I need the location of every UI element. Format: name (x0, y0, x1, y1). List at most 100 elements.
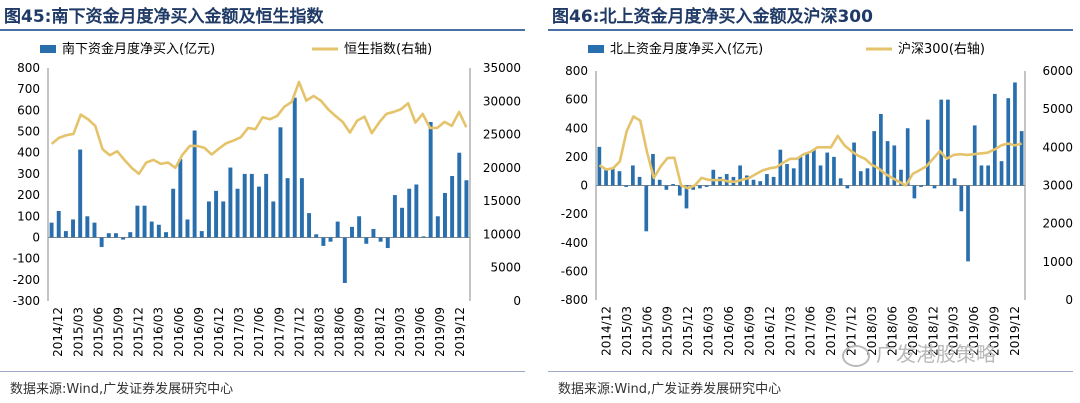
bar-mark (858, 171, 863, 186)
x-tick-label: 2016/12 (212, 307, 226, 357)
bar-mark (443, 192, 447, 238)
bar-mark (671, 184, 675, 186)
bar-mark (812, 149, 816, 186)
bar-mark (999, 161, 1004, 186)
bar-mark (178, 159, 183, 238)
x-tick-label: 2019/09 (988, 306, 1002, 356)
bar-mark (199, 231, 204, 238)
bar-mark (407, 188, 412, 238)
x-tick-label: 2019/09 (433, 307, 447, 357)
bar-mark (357, 216, 362, 238)
bar-mark (285, 178, 290, 238)
bar-mark (292, 97, 297, 238)
right-tick-label: 0 (513, 294, 521, 308)
bar-mark (932, 185, 937, 189)
x-tick-label: 2018/06 (885, 306, 899, 356)
x-tick-label: 2017/06 (252, 307, 266, 357)
bar-mark (321, 237, 326, 246)
x-tick-label: 2016/12 (763, 306, 777, 356)
x-tick-label: 2015/12 (132, 307, 146, 357)
bar-mark (364, 237, 369, 244)
right-tick-label: 15000 (483, 194, 521, 208)
x-tick-label: 2017/03 (232, 307, 246, 357)
southbound-chart: 南下资金月度净买入(亿元) 恒生指数(右轴) -300 -200 -100 0 100 200… (13, 41, 521, 357)
bar-mark (192, 130, 197, 238)
x-tick-label: 2015/06 (91, 307, 105, 357)
x-tick-label: 2017/06 (804, 306, 818, 356)
right-tick-label: 0 (1065, 293, 1073, 307)
bar-mark (946, 99, 950, 186)
bar-mark (400, 207, 405, 238)
legend-bar-label: 南下资金月度净买入(亿元) (62, 41, 215, 57)
chart-panel-northbound: 图46:北上资金月度净买入金额及沪深300 北上资金月度净买入(亿元) 沪深300… (548, 0, 1078, 403)
bar-mark (631, 165, 635, 186)
bar-mark (392, 195, 397, 238)
bar-mark (63, 231, 68, 238)
bar-mark (905, 128, 910, 186)
bar-mark (235, 188, 240, 238)
bar-mark (378, 237, 383, 242)
bar-mark (149, 221, 154, 238)
bar-mark (677, 185, 682, 196)
right-tick-label: 6000 (1042, 64, 1073, 78)
bar-mark (249, 173, 254, 238)
left-tick-label: 200 (565, 150, 588, 164)
x-tick-label: 2018/06 (333, 307, 347, 357)
bar-mark (156, 224, 161, 238)
bar-mark (221, 201, 226, 238)
bar-mark (872, 131, 877, 186)
bar-mark (832, 156, 836, 186)
bar-mark (899, 169, 903, 186)
x-tick-label: 2017/12 (845, 306, 859, 356)
x-tick-label: 2019/12 (453, 307, 467, 357)
right-tick-label: 20000 (483, 161, 521, 175)
legend-bar-swatch (588, 45, 604, 53)
bar-mark (464, 180, 469, 238)
x-tick-label: 2018/12 (373, 307, 387, 357)
left-tick-label: -800 (561, 293, 588, 307)
x-tick-label: 2018/09 (906, 306, 920, 356)
x-tick-label: 2017/12 (292, 307, 306, 357)
left-tick-label: 600 (565, 93, 588, 107)
bar-mark (805, 154, 809, 186)
left-tick-label: 500 (17, 125, 40, 139)
bar-mark (765, 174, 769, 186)
bar-mark (121, 237, 126, 240)
right-tick-label: 2000 (1042, 217, 1073, 231)
chart-panel-southbound: 图45:南下资金月度净买入金额及恒生指数 南下资金月度净买入(亿元) 恒生指数(右… (0, 0, 530, 403)
bar-mark (986, 165, 990, 186)
bar-mark (307, 213, 312, 238)
bar-mark (771, 176, 776, 186)
index-line (598, 115, 1022, 190)
bar-mark (852, 142, 856, 186)
bar-mark (242, 173, 247, 238)
right-tick-label: 35000 (483, 61, 521, 75)
bar-mark (718, 176, 722, 186)
legend-line-label: 沪深300(右轴) (898, 41, 985, 57)
bar-mark (778, 149, 783, 186)
chart-title: 图45:南下资金月度净买入金额及恒生指数 (4, 7, 324, 27)
x-tick-label: 2018/03 (865, 306, 879, 356)
bar-mark (664, 185, 669, 190)
x-tick-label: 2016/03 (702, 306, 716, 356)
bar-mark (791, 168, 796, 186)
left-tick-label: 200 (17, 188, 40, 202)
right-tick-label: 5000 (1042, 102, 1073, 116)
legend-bar-label: 北上资金月度净买入(亿元) (610, 41, 763, 57)
bar-mark (972, 125, 977, 186)
bar-mark (1013, 82, 1017, 186)
bar-mark (99, 237, 104, 247)
bar-mark (865, 168, 870, 186)
x-tick-label: 2016/06 (172, 307, 186, 357)
bar-mark (1019, 131, 1024, 186)
bar-mark (838, 178, 843, 186)
left-tick-label: 600 (17, 103, 40, 117)
bar-mark (299, 178, 304, 238)
x-tick-label: 2016/09 (192, 307, 206, 357)
bar-mark (164, 232, 168, 238)
x-tick-label: 2018/12 (926, 306, 940, 356)
bar-mark (992, 93, 997, 186)
x-tick-label: 2015/09 (112, 307, 126, 357)
bar-mark (617, 171, 622, 186)
bar-mark (428, 122, 433, 238)
